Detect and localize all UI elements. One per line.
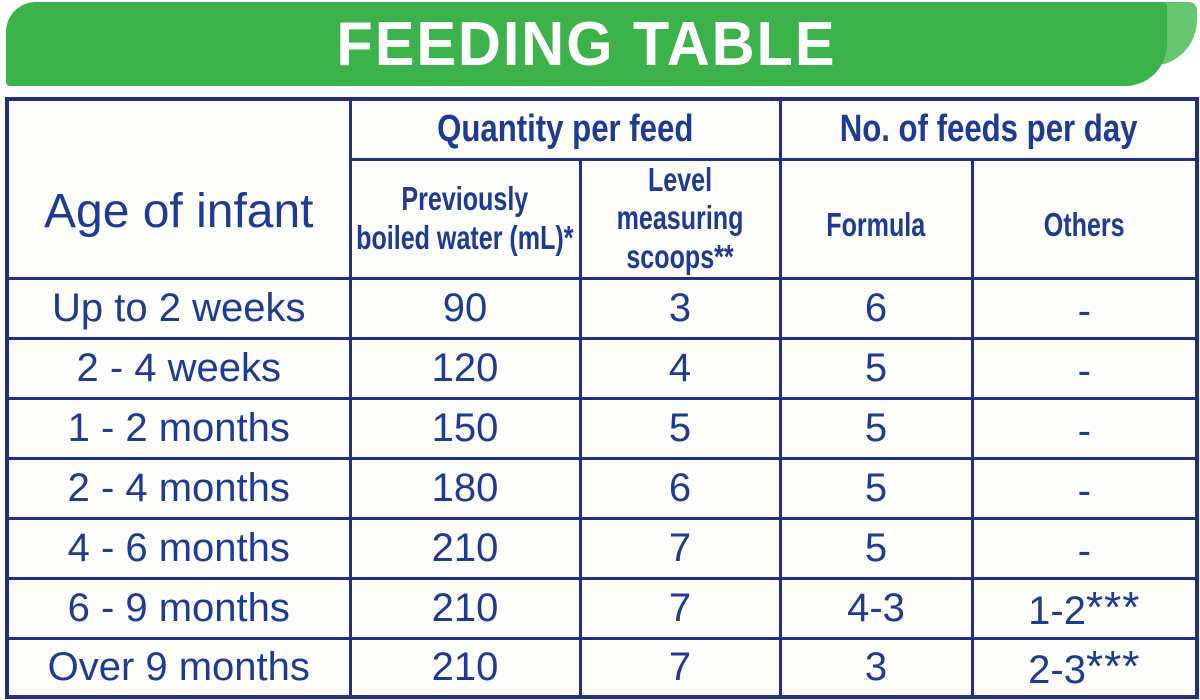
- age-cell: Up to 2 weeks: [5, 277, 352, 341]
- col-header-measuring-scoops: Level measuring scoops**: [578, 157, 782, 281]
- scoops-cell: 4: [578, 337, 782, 401]
- water-cell: 210: [348, 577, 582, 641]
- water-cell: 150: [348, 397, 582, 461]
- others-cell: -: [970, 517, 1199, 581]
- page-title: FEEDING TABLE: [336, 9, 837, 79]
- table-row: 4 - 6 months 210 7 5 -: [5, 517, 1199, 581]
- col-header-boiled-water: Previously boiled water (mL)*: [348, 157, 582, 281]
- scoops-cell: 7: [578, 577, 782, 641]
- water-cell: 180: [348, 457, 582, 521]
- formula-cell: 5: [778, 337, 974, 401]
- formula-label: Formula: [826, 206, 926, 244]
- feeding-table-banner: FEEDING TABLE: [6, 2, 1167, 86]
- col-header-quantity-per-feed: Quantity per feed: [348, 97, 782, 161]
- others-cell: -: [970, 397, 1199, 461]
- formula-cell: 5: [778, 517, 974, 581]
- age-cell: Over 9 months: [5, 637, 352, 699]
- water-cell: 90: [348, 277, 582, 341]
- table-row: 1 - 2 months 150 5 5 -: [5, 397, 1199, 461]
- boiled-water-label: Previously boiled water (mL)*: [356, 179, 574, 256]
- col-header-age-of-infant: Age of infant: [5, 97, 352, 281]
- table-row: 2 - 4 weeks 120 4 5 -: [5, 337, 1199, 401]
- col-header-others: Others: [970, 157, 1199, 281]
- quantity-per-feed-label: Quantity per feed: [436, 107, 694, 150]
- header-row-subcolumns: Previously boiled water (mL)* Level meas…: [7, 157, 1199, 281]
- table-row: Up to 2 weeks 90 3 6 -: [5, 277, 1199, 341]
- others-cell: -: [970, 337, 1199, 401]
- col-header-feeds-per-day: No. of feeds per day: [778, 97, 1199, 161]
- age-cell: 4 - 6 months: [5, 517, 352, 581]
- scoops-cell: 7: [578, 637, 782, 699]
- scoops-cell: 7: [578, 517, 782, 581]
- scoops-cell: 3: [578, 277, 782, 341]
- scoops-cell: 5: [578, 397, 782, 461]
- footnote-asterisks: ***: [1085, 642, 1141, 692]
- age-cell: 1 - 2 months: [5, 397, 352, 461]
- measuring-scoops-label: Level measuring scoops**: [616, 160, 744, 276]
- formula-cell: 3: [778, 637, 974, 699]
- others-cell: -: [970, 277, 1199, 341]
- table-row: 6 - 9 months 210 7 4-3 1-2***: [5, 577, 1199, 641]
- age-cell: 2 - 4 months: [5, 457, 352, 521]
- formula-cell: 5: [778, 397, 974, 461]
- scoops-cell: 6: [578, 457, 782, 521]
- table-row: 2 - 4 months 180 6 5 -: [5, 457, 1199, 521]
- feeding-table: Age of infant Quantity per feed No. of f…: [5, 97, 1200, 699]
- water-cell: 210: [348, 637, 582, 699]
- water-cell: 120: [348, 337, 582, 401]
- formula-cell: 4-3: [778, 577, 974, 641]
- col-header-formula: Formula: [778, 157, 974, 281]
- water-cell: 210: [348, 517, 582, 581]
- others-cell: -: [970, 457, 1199, 521]
- formula-cell: 6: [778, 277, 974, 341]
- age-cell: 2 - 4 weeks: [5, 337, 352, 401]
- table-row: Over 9 months 210 7 3 2-3***: [5, 637, 1199, 699]
- others-label: Others: [1043, 206, 1125, 244]
- others-cell: 1-2***: [970, 577, 1199, 641]
- header-row-groups: Age of infant Quantity per feed No. of f…: [5, 97, 1199, 281]
- footnote-asterisks: ***: [1085, 583, 1141, 633]
- formula-cell: 5: [778, 457, 974, 521]
- feeds-per-day-label: No. of feeds per day: [839, 107, 1138, 150]
- age-cell: 6 - 9 months: [5, 577, 352, 641]
- others-cell: 2-3***: [970, 637, 1199, 699]
